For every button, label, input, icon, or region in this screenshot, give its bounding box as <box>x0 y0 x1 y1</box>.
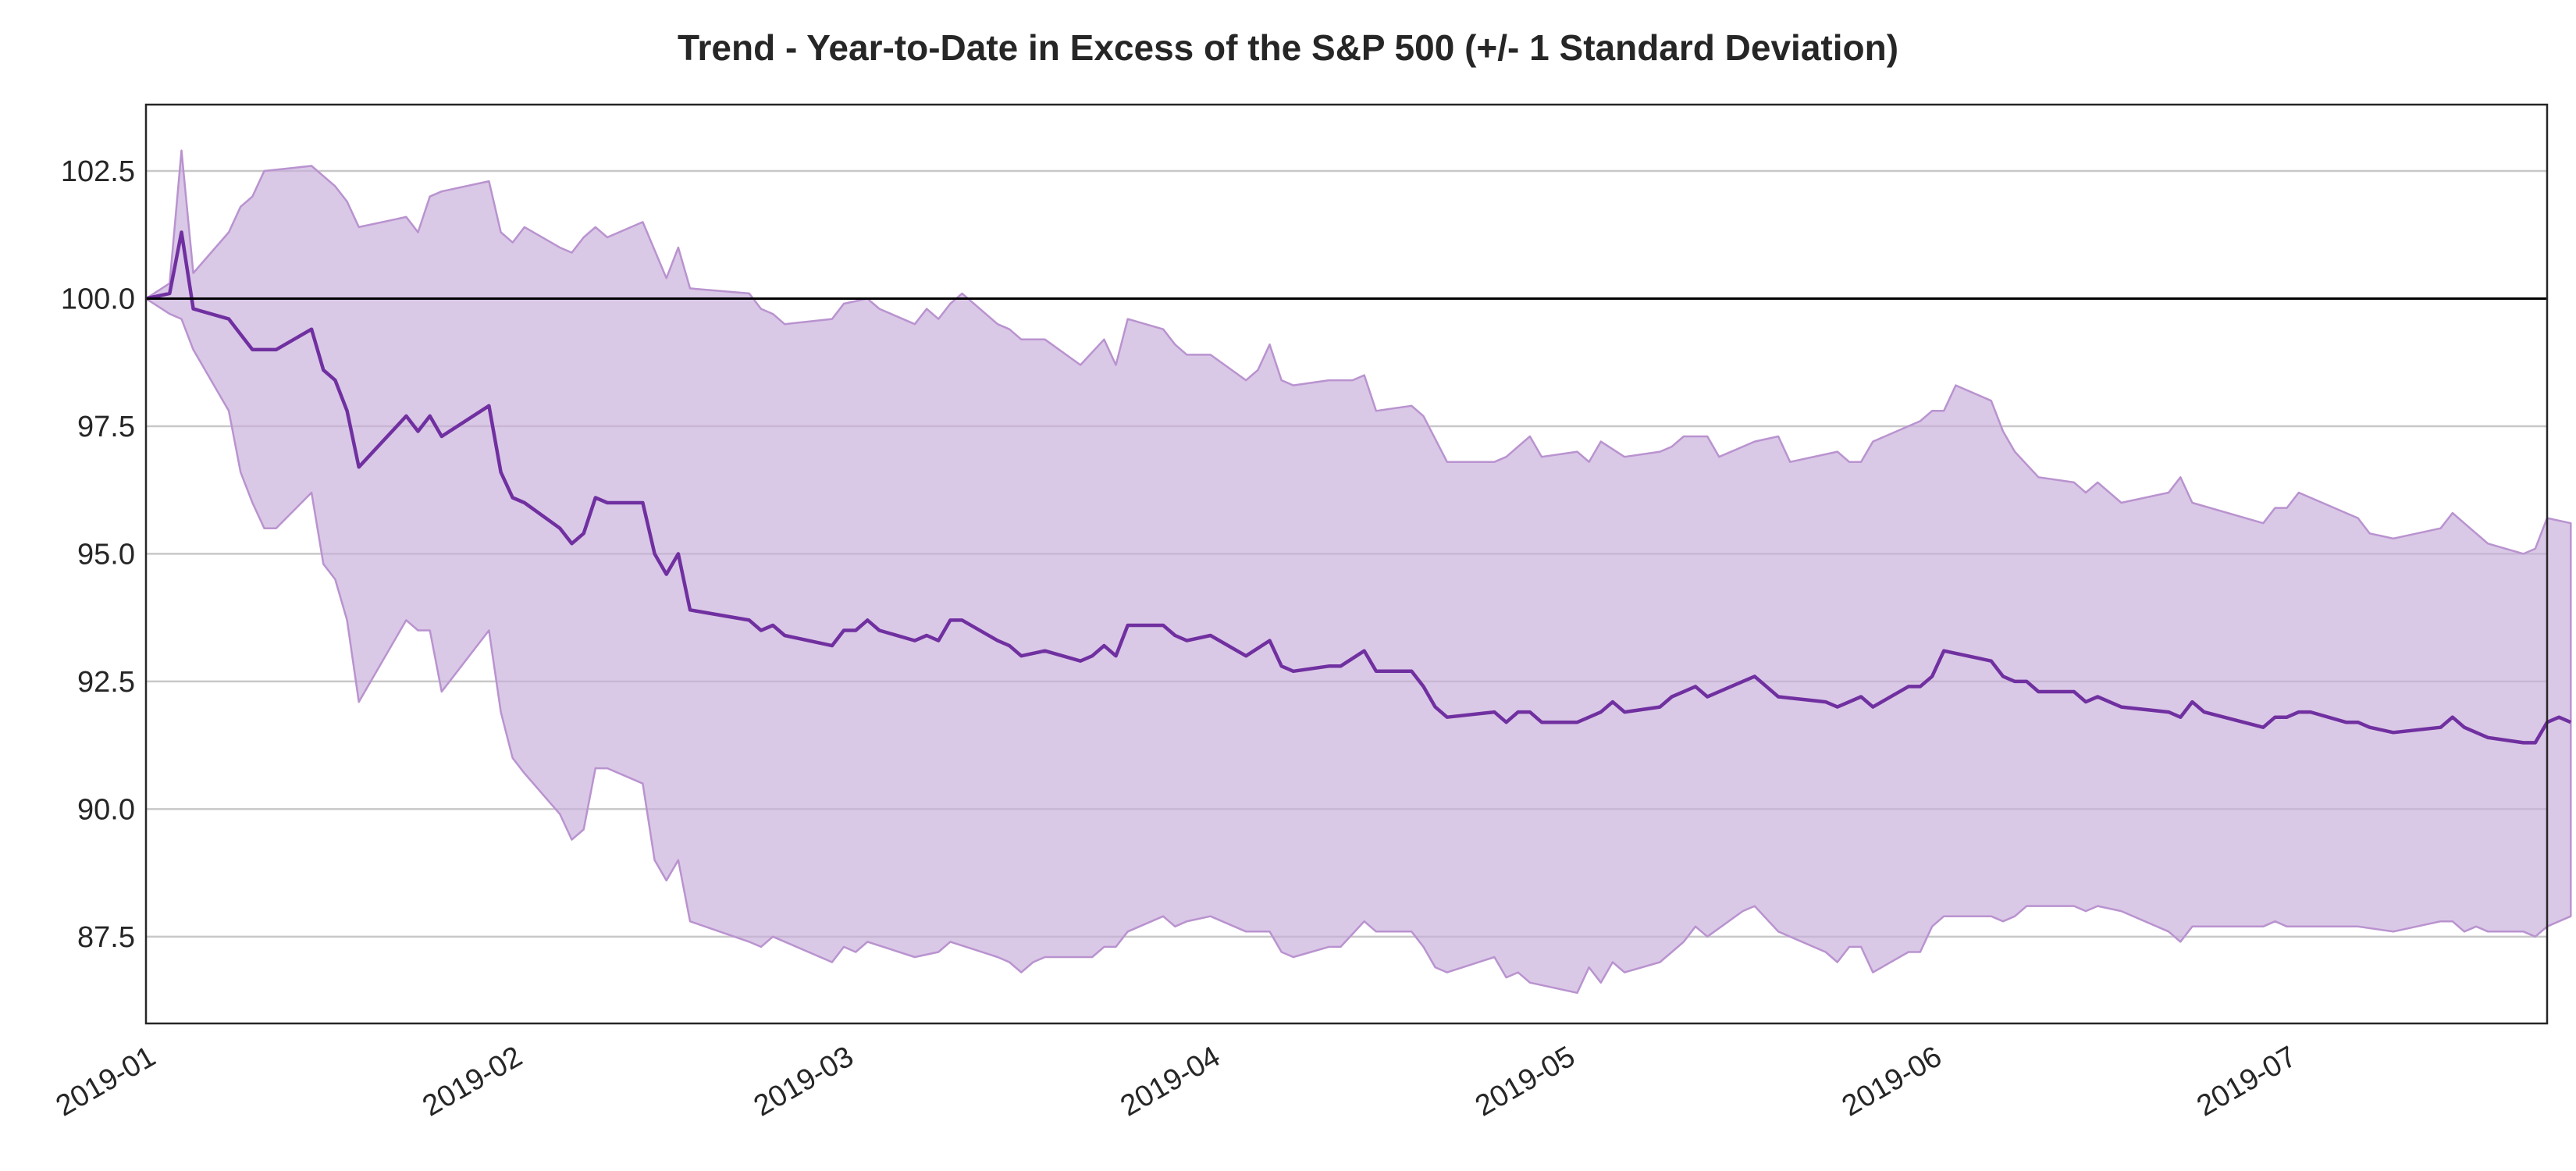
y-tick-label: 87.5 <box>77 921 135 954</box>
x-tick-label: 2019-02 <box>417 1040 528 1123</box>
mean-line-layer <box>145 230 2572 745</box>
chart-title: Trend - Year-to-Date in Excess of the S&… <box>678 27 1898 68</box>
mean-line <box>145 230 2572 745</box>
x-tick-label: 2019-07 <box>2191 1040 2302 1123</box>
x-axis-tick-labels: 2019-01 2019-02 2019-03 2019-04 2019-05 2019-… <box>51 1040 2302 1123</box>
y-tick-label: 95.0 <box>77 538 135 571</box>
y-axis-tick-labels: 87.5 90.0 92.5 95.0 97.5 100.0 102.5 <box>61 155 135 954</box>
y-tick-label: 92.5 <box>77 666 135 699</box>
y-tick-label: 100.0 <box>61 283 135 315</box>
x-tick-label: 2019-06 <box>1837 1040 1948 1123</box>
x-tick-label: 2019-03 <box>749 1040 859 1123</box>
x-tick-label: 2019-05 <box>1470 1040 1581 1123</box>
y-tick-label: 102.5 <box>61 155 135 188</box>
x-tick-label: 2019-04 <box>1115 1040 1226 1123</box>
std-dev-band <box>144 149 2572 995</box>
y-tick-label: 90.0 <box>77 793 135 826</box>
std-dev-band-layer <box>144 149 2572 995</box>
x-tick-label: 2019-01 <box>51 1040 162 1123</box>
plot-frame <box>144 103 2549 1025</box>
y-tick-label: 97.5 <box>77 411 135 443</box>
